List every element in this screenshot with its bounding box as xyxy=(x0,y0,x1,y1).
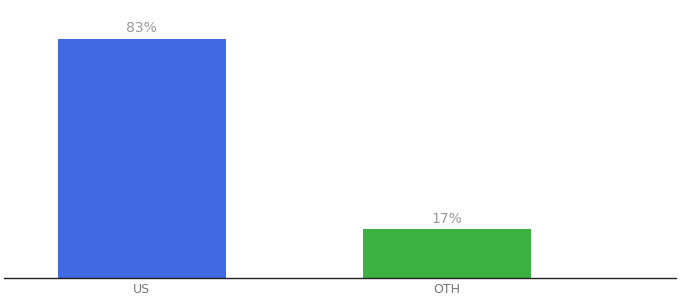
Text: 17%: 17% xyxy=(432,212,462,226)
Text: 83%: 83% xyxy=(126,21,157,35)
Bar xyxy=(363,229,531,278)
Bar xyxy=(58,39,226,278)
